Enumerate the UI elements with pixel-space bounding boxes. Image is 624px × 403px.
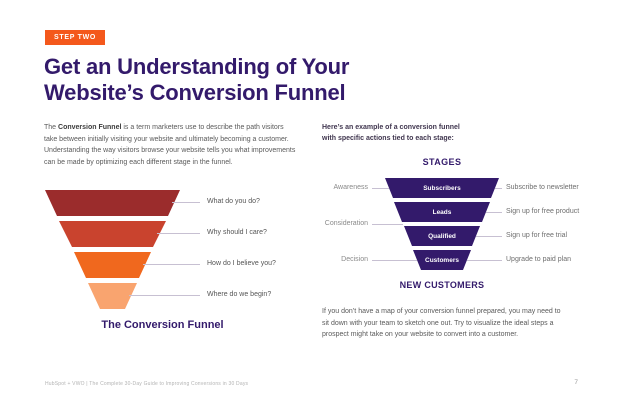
stage-label-decision: Decision bbox=[341, 256, 368, 263]
funnel-segment-2 bbox=[59, 221, 166, 247]
new-customers-heading: NEW CUSTOMERS bbox=[399, 280, 485, 290]
funnel-stage-subscribers: Subscribers bbox=[385, 178, 499, 198]
action-label-free-trial: Sign up for free trial bbox=[506, 232, 568, 239]
page-title-line2: Website’s Conversion Funnel bbox=[44, 79, 346, 105]
connector-line bbox=[495, 188, 502, 189]
funnel-stage-qualified: Qualified bbox=[404, 226, 480, 246]
connector-line bbox=[486, 212, 502, 213]
funnel-stage-customers: Customers bbox=[413, 250, 471, 270]
example-intro-line1: Here’s an example of a conversion funnel bbox=[322, 124, 460, 131]
connector-line bbox=[129, 295, 200, 296]
connector-line bbox=[372, 188, 389, 189]
funnel-row-2: Why should I care? bbox=[45, 221, 295, 247]
funnel-segment-4 bbox=[88, 283, 137, 309]
funnel-caption: The Conversion Funnel bbox=[101, 319, 224, 331]
funnel-question-label-3: How do I believe you? bbox=[207, 260, 276, 267]
action-label-paid-plan: Upgrade to paid plan bbox=[506, 256, 571, 263]
funnel-row-3: How do I believe you? bbox=[45, 252, 295, 278]
funnel-question-label-4: Where do we begin? bbox=[207, 291, 272, 298]
connector-line bbox=[157, 233, 200, 234]
action-label-free-product: Sign up for free product bbox=[506, 208, 580, 215]
example-intro: Here’s an example of a conversion funnel… bbox=[322, 122, 460, 144]
page-title: Get an Understanding of Your Website’s C… bbox=[44, 54, 349, 105]
funnel-row-4: Where do we begin? bbox=[45, 283, 295, 309]
funnel-row-1: What do you do? bbox=[45, 190, 295, 216]
funnel-stage-leads: Leads bbox=[394, 202, 490, 222]
connector-line bbox=[476, 236, 502, 237]
stage-label-consideration: Consideration bbox=[324, 220, 368, 227]
intro-paragraph: The Conversion Funnel is a term marketer… bbox=[44, 122, 298, 168]
action-label-newsletter: Subscribe to newsletter bbox=[506, 184, 579, 191]
funnel-question-label-1: What do you do? bbox=[207, 198, 260, 205]
funnel-segment-3 bbox=[74, 252, 151, 278]
intro-bold-term: Conversion Funnel bbox=[58, 124, 122, 131]
stage-label-awareness: Awareness bbox=[333, 184, 368, 191]
funnel-segment-1 bbox=[45, 190, 180, 216]
example-intro-line2: with specific actions tied to each stage… bbox=[322, 135, 454, 143]
page-number: 7 bbox=[574, 379, 578, 386]
connector-line bbox=[172, 202, 200, 203]
connector-line bbox=[372, 224, 403, 225]
connector-line bbox=[143, 264, 200, 265]
conversion-funnel-diagram: What do you do? Why should I care? How d… bbox=[45, 190, 295, 309]
footer-credit: HubSpot + VWO | The Complete 30-Day Guid… bbox=[45, 381, 249, 387]
closing-paragraph: If you don’t have a map of your conversi… bbox=[322, 308, 561, 339]
step-badge: STEP TWO bbox=[45, 30, 106, 45]
intro-text-prefix: The bbox=[44, 124, 59, 131]
connector-line bbox=[372, 260, 417, 261]
example-funnel-diagram: Subscribers Leads Qualified Customers Aw… bbox=[295, 178, 605, 270]
funnel-stack: Subscribers Leads Qualified Customers bbox=[385, 178, 499, 274]
page-title-line1: Get an Understanding of Your bbox=[44, 54, 350, 79]
stages-heading: STAGES bbox=[422, 157, 462, 167]
intro-text-rest: is a term marketers use to describe the … bbox=[44, 124, 296, 166]
funnel-question-label-2: Why should I care? bbox=[207, 229, 267, 236]
connector-line bbox=[467, 260, 502, 261]
